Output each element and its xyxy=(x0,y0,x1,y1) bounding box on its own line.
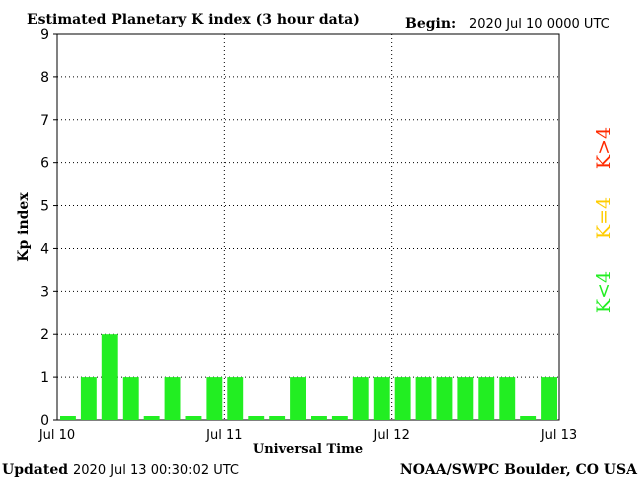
kp-bar xyxy=(331,416,348,420)
x-tick-label: Jul 13 xyxy=(540,428,577,443)
chart-title: Estimated Planetary K index (3 hour data… xyxy=(27,12,360,28)
y-tick-label: 6 xyxy=(40,156,49,172)
y-tick-label: 8 xyxy=(40,70,49,86)
kp-bar xyxy=(248,416,265,420)
kp-bar xyxy=(311,416,327,420)
kp-bar xyxy=(60,416,76,420)
kp-bar xyxy=(520,416,537,420)
x-tick-label: Jul 10 xyxy=(38,428,75,443)
kp-bar xyxy=(457,377,474,420)
y-tick-label: 3 xyxy=(40,284,49,300)
legend-low: K<4 xyxy=(593,271,615,313)
kp-bar xyxy=(352,377,369,420)
kp-bar xyxy=(499,377,516,420)
begin-value: 2020 Jul 10 0000 UTC xyxy=(469,17,610,32)
kp-bar xyxy=(206,377,223,420)
legend-mid: K=4 xyxy=(593,197,615,239)
y-tick-label: 5 xyxy=(40,199,49,215)
y-tick-label: 7 xyxy=(40,113,49,129)
plot-area: 0 1 2 3 4 5 6 7 8 9 Jul 10 Jul 11 Jul 12 Jul 13 xyxy=(38,27,577,443)
kp-bar xyxy=(101,334,118,420)
x-axis-label: Universal Time xyxy=(253,442,363,457)
begin-label: Begin: xyxy=(405,16,456,32)
kp-bar xyxy=(394,377,411,420)
updated-value: 2020 Jul 13 00:30:02 UTC xyxy=(73,463,239,478)
x-tick-label: Jul 12 xyxy=(372,428,409,443)
plot-frame xyxy=(56,33,560,421)
y-axis-label: Kp index xyxy=(16,192,32,262)
kp-bar xyxy=(436,377,453,420)
y-tick-label: 2 xyxy=(40,327,49,343)
kp-bar xyxy=(269,416,286,420)
kp-bar xyxy=(143,416,160,420)
y-tick-label: 9 xyxy=(40,27,49,43)
kp-bar xyxy=(415,377,432,420)
kp-bar xyxy=(164,377,181,420)
kp-bar xyxy=(290,377,306,420)
kp-bar xyxy=(227,377,244,420)
legend-high: K>4 xyxy=(593,127,615,169)
kp-bar xyxy=(185,416,202,420)
bar-series xyxy=(60,334,557,420)
y-tick-label: 1 xyxy=(40,370,49,386)
kp-bar xyxy=(541,377,557,420)
y-axis-ticks: 0 1 2 3 4 5 6 7 8 9 xyxy=(40,27,57,429)
x-tick-label: Jul 11 xyxy=(205,428,242,443)
y-tick-label: 0 xyxy=(40,413,49,429)
grid-lines xyxy=(57,34,559,420)
source-credit: NOAA/SWPC Boulder, CO USA xyxy=(400,462,638,478)
y-tick-label: 4 xyxy=(40,241,49,257)
kp-bar xyxy=(122,377,139,420)
updated-label: Updated xyxy=(2,462,68,478)
x-axis-ticks: Jul 10 Jul 11 Jul 12 Jul 13 xyxy=(38,428,577,443)
kp-bar xyxy=(373,377,390,420)
kp-bar xyxy=(478,377,495,420)
kp-bar xyxy=(80,377,97,420)
